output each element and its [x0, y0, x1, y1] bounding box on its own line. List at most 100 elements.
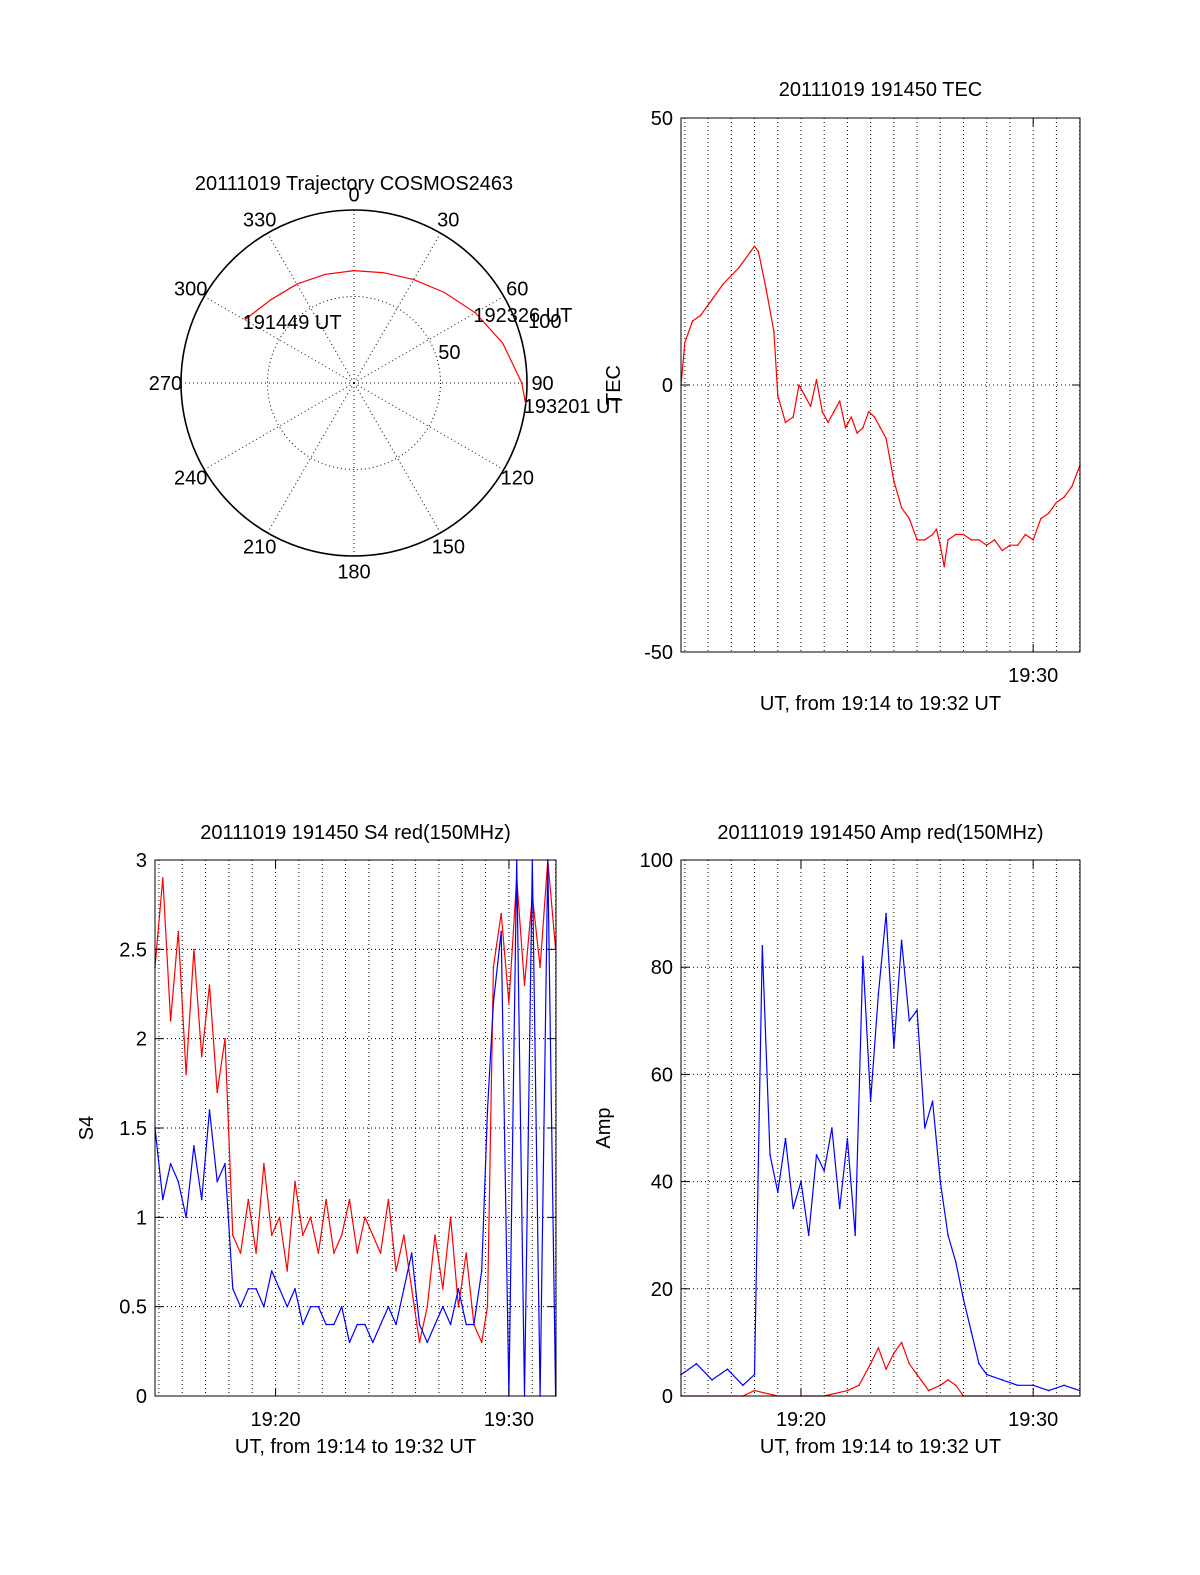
data-point	[492, 1002, 495, 1004]
data-point	[539, 966, 541, 968]
data-point	[1047, 1389, 1050, 1392]
data-point	[232, 1234, 234, 1236]
data-point	[185, 1073, 187, 1076]
chart-title: 20111019 Trajectory COSMOS2463	[195, 173, 513, 195]
data-point	[962, 1298, 965, 1301]
y-tick-label: 100	[640, 850, 673, 872]
data-point	[356, 1252, 359, 1254]
trajectory-time-label: 193201 UT	[524, 396, 623, 418]
data-point	[372, 1341, 374, 1344]
data-point	[1016, 1384, 1019, 1387]
data-point	[838, 400, 841, 402]
data-point	[169, 1020, 172, 1022]
data-point	[798, 384, 800, 386]
data-point	[985, 544, 988, 546]
data-point	[955, 1384, 957, 1387]
data-point	[939, 1384, 942, 1387]
y-tick-label: 1	[136, 1207, 147, 1229]
data-point	[931, 533, 934, 536]
chart-s4: 0 0.5 1 1.5 2 2.5 3 19:20 19:30 20111019 191450 S…	[76, 822, 557, 1458]
data-point	[169, 1162, 172, 1165]
data-point	[317, 1305, 320, 1308]
plot-frame	[680, 117, 1081, 653]
data-point	[838, 1207, 841, 1210]
data-point	[777, 1191, 779, 1194]
y-tick-label: 1.5	[119, 1118, 147, 1140]
y-tick-label: 3	[136, 850, 147, 872]
data-point	[939, 544, 942, 546]
data-point	[939, 1180, 942, 1183]
chart-title: 20111019 191450 Amp red(150MHz)	[717, 822, 1043, 844]
data-point	[442, 1305, 444, 1308]
data-point	[317, 1252, 320, 1254]
data-point	[777, 394, 779, 397]
radial-label: 50	[438, 342, 460, 364]
data-point	[908, 1020, 911, 1022]
data-point	[869, 1363, 872, 1365]
data-point	[372, 1234, 374, 1236]
data-point	[833, 410, 835, 413]
data-point	[395, 1323, 397, 1326]
data-point	[877, 1347, 880, 1349]
x-axis-label: UT, from 19:14 to 19:32 UT	[235, 1436, 476, 1458]
data-point	[947, 1234, 949, 1236]
data-point	[348, 1198, 351, 1201]
data-point	[867, 410, 870, 413]
angle-label: 0	[348, 184, 359, 206]
data-point	[247, 1288, 250, 1290]
plot-frame	[680, 859, 1081, 1397]
data-point	[364, 1216, 366, 1219]
data-point	[711, 298, 713, 301]
data-point	[379, 1252, 382, 1254]
x-tick-label: 19:30	[1008, 665, 1058, 687]
data-point	[434, 1323, 436, 1326]
data-point	[900, 507, 903, 509]
data-point	[924, 539, 926, 541]
data-point	[738, 266, 740, 269]
data-point	[200, 1055, 203, 1058]
data-point	[1009, 544, 1011, 546]
data-point	[1071, 485, 1073, 488]
spoke-line	[267, 382, 355, 534]
data-point	[333, 1323, 335, 1326]
data-point	[403, 1234, 405, 1236]
y-tick-label: 0	[662, 1386, 673, 1408]
data-point	[486, 1305, 489, 1308]
outer-circle	[180, 209, 528, 557]
chart-title: 20111019 191450 TEC	[779, 79, 983, 101]
data-point	[792, 416, 794, 418]
data-point	[862, 426, 864, 429]
data-point	[162, 1198, 164, 1201]
data-point	[815, 1154, 818, 1156]
polar-grid	[181, 210, 527, 556]
data-point	[239, 1305, 242, 1308]
chart-tec: -50 0 50 19:30 20111019 191450 TEC UT, from 1…	[603, 79, 1081, 715]
data-point	[916, 539, 918, 541]
angle-label: 30	[437, 210, 459, 232]
data-point	[410, 1252, 413, 1254]
data-point	[753, 1389, 756, 1392]
data-point	[784, 421, 787, 424]
data-point	[193, 1145, 195, 1147]
data-point	[309, 1216, 312, 1219]
data-point	[302, 1323, 304, 1326]
data-point	[309, 1305, 312, 1308]
data-point	[877, 993, 880, 995]
data-point	[757, 250, 760, 253]
data-point	[340, 1305, 343, 1308]
data-point	[893, 1046, 895, 1049]
data-point	[442, 1288, 444, 1290]
data-point	[684, 341, 686, 344]
data-point	[278, 1288, 281, 1290]
data-point	[823, 1170, 825, 1172]
data-point	[1024, 533, 1027, 536]
data-point	[302, 1234, 304, 1236]
angle-label: 270	[149, 373, 182, 395]
grid-lines	[155, 860, 557, 1396]
y-tick-label: 50	[651, 108, 673, 130]
y-tick-label: 2.5	[119, 939, 147, 961]
data-point	[978, 539, 980, 541]
data-point	[465, 1252, 468, 1254]
data-point	[193, 948, 195, 951]
data-point	[769, 1154, 771, 1156]
